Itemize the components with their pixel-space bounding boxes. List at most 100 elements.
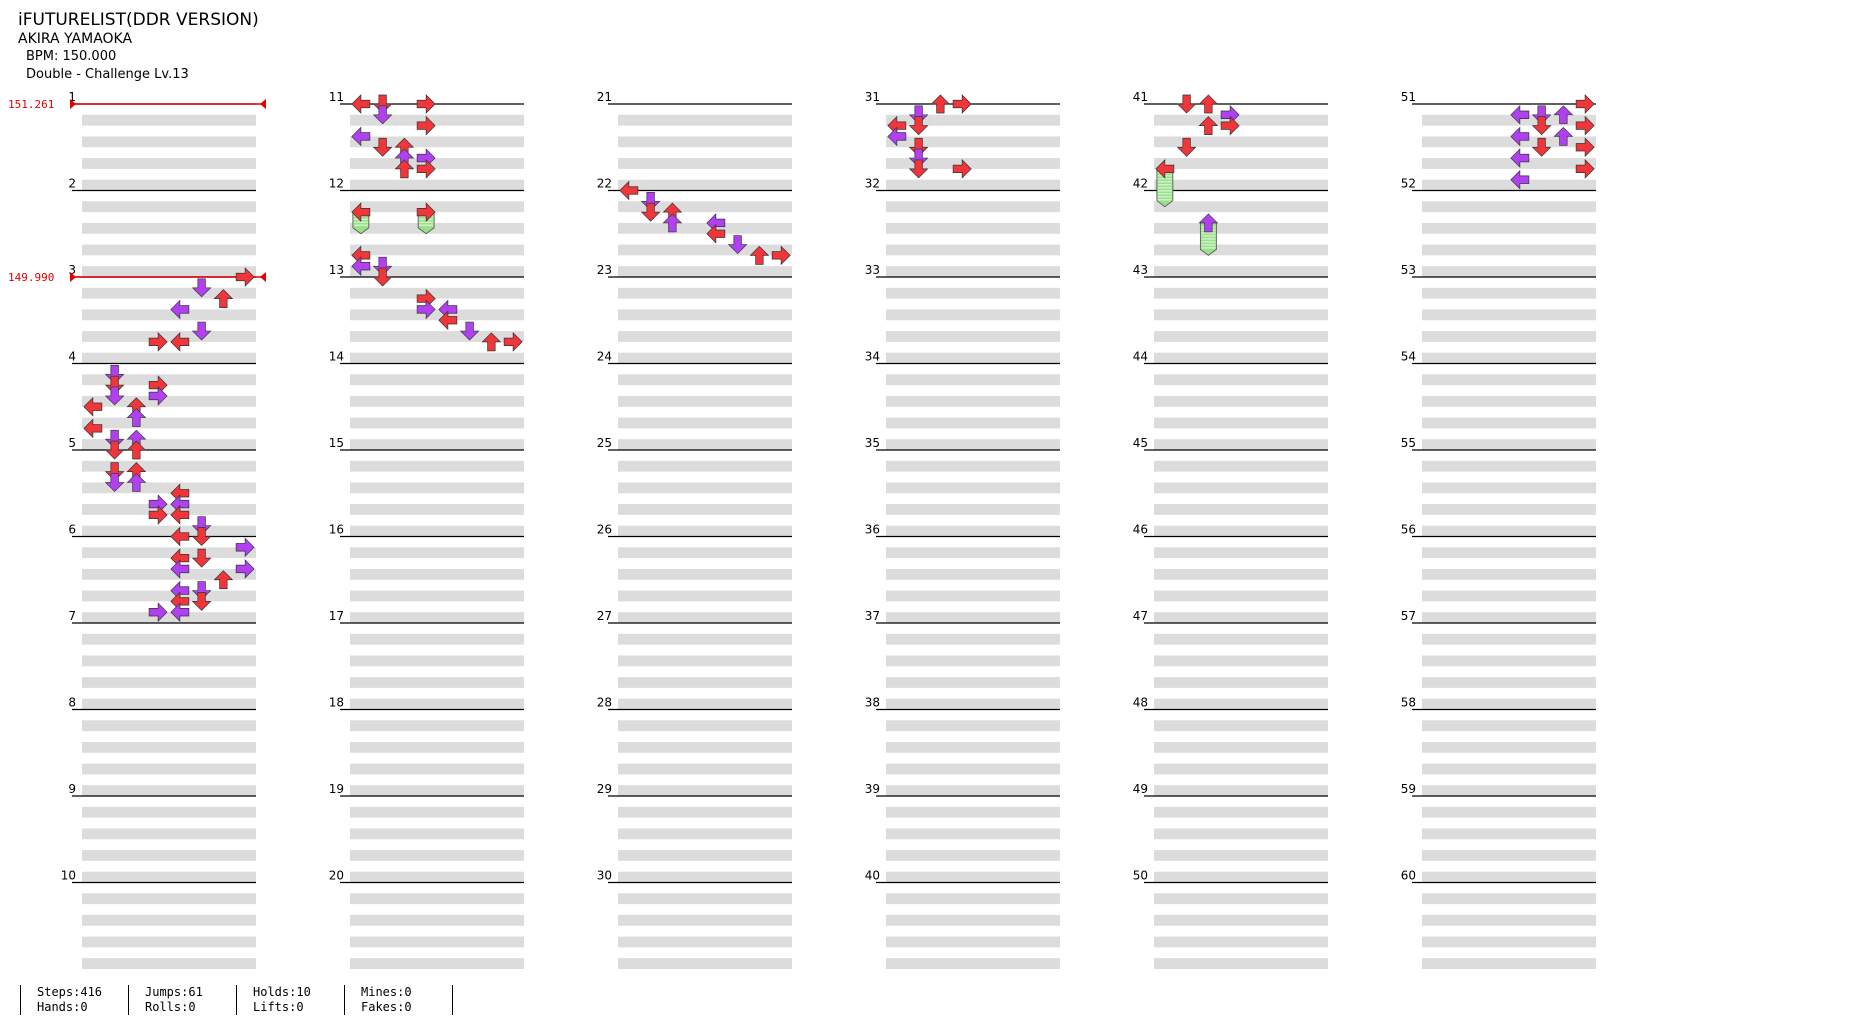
beat-shade [886, 893, 1060, 905]
difficulty-text: Double - Challenge Lv.13 [26, 67, 189, 82]
stat-fakes: Fakes:0 [361, 1000, 412, 1014]
beat-shade [350, 720, 524, 732]
beat-shade [886, 741, 1060, 753]
beat-shade [886, 287, 1060, 299]
step-arrow [771, 245, 791, 266]
beat-shade [350, 958, 524, 969]
beat-shade [350, 612, 524, 623]
beat-shade [886, 460, 1060, 472]
beat-shade [886, 568, 1060, 580]
beat-shade [82, 114, 256, 126]
beat-shade [1422, 763, 1596, 775]
beat-shade [618, 568, 792, 580]
beat-shade [886, 417, 1060, 429]
beat-shade [350, 352, 524, 364]
stat-jumps: Jumps:61 [145, 985, 203, 999]
beat-shade [82, 352, 256, 364]
beat-shade [886, 936, 1060, 948]
beat-shade [1422, 698, 1596, 710]
step-arrow [438, 310, 458, 331]
beat-shade [886, 958, 1060, 969]
beat-shade [886, 504, 1060, 515]
stat-mines: Mines:0 [361, 985, 412, 999]
step-arrow [416, 299, 436, 320]
step-arrow [372, 137, 393, 157]
measure-number: 12 [329, 177, 344, 191]
beat-shade [1422, 417, 1596, 429]
beat-shade [350, 266, 524, 277]
beat-shade [1154, 547, 1328, 559]
beat-shade [1422, 590, 1596, 602]
beat-shade [886, 850, 1060, 861]
step-arrow [394, 159, 415, 179]
beat-shade [82, 850, 256, 861]
step-arrow [1575, 137, 1595, 158]
beat-shade [350, 806, 524, 818]
step-arrow [191, 516, 212, 536]
measure-number: 5 [68, 436, 76, 450]
measure-number: 9 [68, 782, 76, 796]
beat-shade [82, 525, 256, 537]
beat-shade [82, 439, 256, 450]
stats-end-divider [452, 985, 453, 1015]
stat-hands: Hands:0 [37, 1000, 88, 1014]
beat-shade [82, 871, 256, 883]
beat-shade [1422, 525, 1596, 537]
beat-shade [82, 482, 256, 494]
step-arrow [887, 126, 907, 147]
measure-number: 28 [597, 696, 612, 710]
step-arrow [416, 202, 436, 222]
beat-shade [1154, 525, 1328, 537]
beat-shade [350, 331, 524, 342]
measure-number: 44 [1133, 350, 1148, 364]
beat-shade [618, 763, 792, 775]
beat-shade [1154, 893, 1328, 905]
measure-number: 13 [329, 263, 344, 277]
beat-shade [350, 677, 524, 688]
beat-shade [886, 633, 1060, 645]
beat-shade [618, 893, 792, 905]
beat-shade [618, 720, 792, 732]
step-arrow [191, 278, 212, 298]
beat-shade [886, 482, 1060, 494]
beat-shade [82, 460, 256, 472]
beat-shade [618, 590, 792, 602]
step-arrow [640, 202, 661, 222]
beat-shade [1422, 439, 1596, 450]
step-arrow [148, 505, 168, 525]
beat-shade [618, 504, 792, 515]
step-arrow [1553, 126, 1574, 146]
beat-shade [618, 201, 792, 213]
measure-number: 11 [329, 90, 344, 104]
bpm-change-label: 149.990 [8, 271, 54, 284]
step-arrow [619, 180, 639, 201]
step-arrow [351, 202, 371, 222]
beat-shade [350, 395, 524, 407]
beat-shade [82, 568, 256, 580]
measure-number: 53 [1401, 263, 1416, 277]
beat-shade [1422, 612, 1596, 623]
step-arrow [170, 602, 190, 623]
beat-shade [886, 309, 1060, 321]
step-arrow [235, 537, 255, 558]
step-arrow [191, 548, 212, 568]
beat-shade [618, 417, 792, 429]
stat-rolls: Rolls:0 [145, 1000, 196, 1014]
beat-shade [1154, 395, 1328, 407]
step-arrow [372, 256, 393, 276]
step-arrow [1531, 105, 1552, 125]
beat-shade [886, 136, 1060, 148]
beat-shade [1422, 785, 1596, 796]
step-arrow [1198, 213, 1219, 233]
beat-shade [82, 741, 256, 753]
beat-shade [350, 525, 524, 537]
measure-number: 49 [1133, 782, 1148, 796]
measure-number: 1 [68, 90, 76, 104]
beat-shade [1154, 633, 1328, 645]
step-arrow [213, 570, 234, 590]
beat-shade [350, 374, 524, 386]
beat-shade [618, 547, 792, 559]
beat-shade [1154, 309, 1328, 321]
beat-shade [1422, 244, 1596, 256]
beat-shade [886, 785, 1060, 796]
